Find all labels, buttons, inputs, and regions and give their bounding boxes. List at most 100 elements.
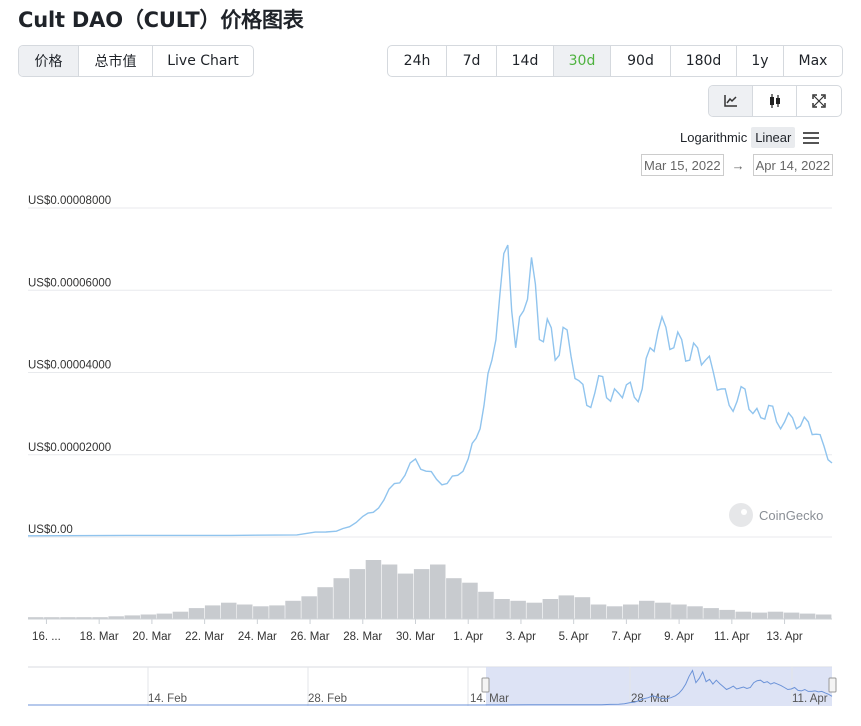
watermark-text: CoinGecko <box>759 508 823 523</box>
volume-bar <box>253 606 269 619</box>
x-tick-label: 24. Mar <box>238 631 277 643</box>
navigator-selection[interactable] <box>486 667 832 706</box>
range-90d-button[interactable]: 90d <box>611 46 671 76</box>
navigator-tick-label: 11. Apr <box>792 693 828 705</box>
x-tick-label: 7. Apr <box>611 631 641 643</box>
volume-bar <box>671 604 687 619</box>
volume-bar <box>317 587 333 619</box>
volume-bar <box>590 604 607 619</box>
volume-bar <box>767 611 784 619</box>
y-tick-label: US$0.00004000 <box>28 360 111 372</box>
chart-type-tabs: 价格 总市值 Live Chart <box>18 45 254 77</box>
volume-bar <box>799 613 816 619</box>
volume-bar <box>478 591 494 619</box>
volume-bar <box>76 617 92 619</box>
volume-bar <box>687 606 703 619</box>
range-1y-button[interactable]: 1y <box>737 46 784 76</box>
volume-bar <box>108 616 124 619</box>
volume-bar <box>221 602 237 619</box>
volume-bar <box>655 602 671 619</box>
scale-toggle: Logarithmic Linear <box>676 127 820 148</box>
volume-bar <box>783 612 800 619</box>
price-series-line <box>27 244 833 537</box>
volume-bar <box>285 600 301 619</box>
volume-bar <box>349 569 366 619</box>
x-tick-label: 18. Mar <box>80 631 119 643</box>
x-tick-label: 28. Mar <box>343 631 382 643</box>
volume-bar <box>815 614 832 619</box>
volume-bar <box>510 600 526 619</box>
tab-price[interactable]: 价格 <box>19 46 79 76</box>
volume-bar <box>140 614 157 619</box>
volume-bar <box>526 602 542 619</box>
time-range-selector: 24h 7d 14d 30d 90d 180d 1y Max <box>387 45 843 77</box>
tab-market-cap[interactable]: 总市值 <box>79 46 153 76</box>
navigator-tick-label: 14. Mar <box>470 693 509 705</box>
x-tick-label: 13. Apr <box>766 631 803 643</box>
date-range-inputs: Mar 15, 2022 → Apr 14, 2022 <box>641 154 834 176</box>
volume-bar <box>703 608 719 619</box>
navigator-tick-label: 28. Mar <box>631 693 670 705</box>
volume-bar <box>719 609 735 619</box>
volume-bar <box>365 560 382 619</box>
x-tick-label: 22. Mar <box>185 631 224 643</box>
range-max-button[interactable]: Max <box>798 53 828 69</box>
volume-bar <box>413 569 430 619</box>
volume-bar <box>494 599 510 619</box>
x-tick-label: 16. ... <box>32 631 61 643</box>
x-tick-label: 9. Apr <box>664 631 694 643</box>
tab-live-chart[interactable]: Live Chart <box>167 53 239 69</box>
chart-view-toggle <box>708 85 842 117</box>
x-tick-label: 3. Apr <box>506 631 536 643</box>
volume-bar <box>735 611 751 619</box>
navigator-tick-label: 14. Feb <box>148 693 187 705</box>
line-chart-button[interactable] <box>709 86 753 116</box>
candlestick-button[interactable] <box>753 86 797 116</box>
range-24h-button[interactable]: 24h <box>388 46 447 76</box>
volume-bar <box>542 599 559 619</box>
volume-bar <box>237 604 253 619</box>
linear-option[interactable]: Linear <box>751 127 796 148</box>
volume-bar <box>44 617 60 619</box>
volume-bar <box>574 597 591 619</box>
volume-bar <box>204 605 221 619</box>
volume-bar <box>124 615 140 619</box>
navigator-tick-label: 28. Feb <box>308 693 347 705</box>
volume-bar <box>397 573 414 619</box>
x-tick-label: 1. Apr <box>453 631 483 643</box>
fullscreen-button[interactable] <box>797 86 841 116</box>
range-14d-button[interactable]: 14d <box>497 46 554 76</box>
volume-bar <box>558 595 575 619</box>
range-30d-button[interactable]: 30d <box>554 46 611 76</box>
date-from-input[interactable]: Mar 15, 2022 <box>641 154 724 176</box>
navigator-series-line <box>28 669 833 706</box>
volume-bar <box>333 578 349 619</box>
volume-bar <box>751 612 768 619</box>
x-tick-label: 5. Apr <box>559 631 589 643</box>
volume-bar <box>301 596 317 619</box>
fullscreen-icon <box>812 94 826 108</box>
volume-bar <box>269 605 285 619</box>
range-180d-button[interactable]: 180d <box>671 46 737 76</box>
volume-bar <box>446 578 462 619</box>
x-tick-label: 11. Apr <box>714 631 750 643</box>
x-tick-label: 20. Mar <box>132 631 171 643</box>
arrow-right-icon: → <box>731 157 745 173</box>
candlestick-icon <box>769 94 780 108</box>
page-title: Cult DAO（CULT）价格图表 <box>18 8 304 32</box>
range-navigator[interactable]: 14. Feb 28. Feb 14. Mar 28. Mar 11. Apr <box>28 666 837 706</box>
volume-bar <box>60 617 76 619</box>
volume-bar <box>172 611 189 619</box>
navigator-right-handle[interactable] <box>828 677 837 693</box>
logarithmic-option[interactable]: Logarithmic <box>680 130 748 145</box>
x-tick-label: 26. Mar <box>291 631 330 643</box>
y-tick-label: US$0.00008000 <box>28 195 111 207</box>
volume-bar <box>639 600 655 619</box>
range-7d-button[interactable]: 7d <box>447 46 497 76</box>
volume-bar <box>28 617 44 619</box>
navigator-left-handle[interactable] <box>481 677 490 693</box>
volume-bar <box>606 606 623 619</box>
date-to-input[interactable]: Apr 14, 2022 <box>752 154 834 176</box>
hamburger-menu-icon[interactable] <box>803 131 820 144</box>
